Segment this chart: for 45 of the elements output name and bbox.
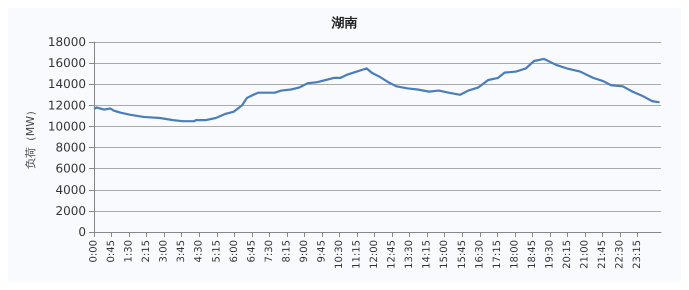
x-tick-label: 10:30: [334, 240, 346, 269]
x-tick-label: 3:00: [158, 240, 170, 262]
y-axis-title: 负荷（MW）: [24, 104, 37, 170]
y-tick-label: 8000: [55, 140, 86, 155]
x-tick-label: 16:30: [474, 240, 486, 269]
x-tick-label: 6:45: [246, 240, 258, 262]
line-series: [94, 58, 660, 122]
x-tick-label: 3:45: [176, 240, 188, 262]
x-tick-label: 21:00: [580, 240, 591, 269]
x-tick-label: 12:45: [386, 240, 398, 269]
x-tick-label: 9:00: [298, 240, 310, 262]
x-tick-label: 21:45: [597, 240, 608, 269]
x-tick-label: 22:30: [614, 240, 626, 269]
x-tick-label: 19:30: [544, 240, 556, 269]
x-tick-label: 18:00: [509, 240, 520, 269]
x-tick-label: 0:45: [106, 240, 118, 262]
y-tick-label: 12000: [48, 98, 86, 112]
x-tick-label: 12:00: [369, 240, 380, 269]
y-tick-label: 4000: [55, 182, 86, 197]
x-tick-label: 14:15: [422, 240, 433, 269]
x-tick-label: 1:30: [124, 240, 135, 262]
x-tick-label: 11:15: [352, 240, 363, 269]
x-tick-label: 9:45: [316, 240, 328, 262]
chart-title: 湖南: [330, 16, 358, 31]
y-tick-label: 16000: [48, 56, 86, 70]
x-tick-label: 18:45: [526, 240, 538, 269]
y-tick-label: 2000: [55, 204, 86, 218]
x-tick-label: 15:45: [456, 240, 468, 269]
x-tick-label: 5:15: [211, 240, 222, 262]
x-tick-label: 13:30: [404, 240, 416, 269]
x-tick-label: 4:30: [194, 240, 205, 262]
x-tick-label: 0:00: [88, 240, 100, 262]
y-tick-label: 10000: [48, 119, 86, 134]
x-tick-label: 7:30: [264, 240, 275, 262]
y-tick-label: 18000: [48, 35, 86, 49]
y-tick-label: 6000: [55, 162, 86, 176]
y-tick-label: 0: [78, 225, 86, 239]
x-tick-label: 17:15: [492, 240, 503, 269]
x-tick-label: 8:15: [281, 240, 292, 262]
x-tick-label: 23:15: [632, 240, 644, 269]
x-tick-label: 15:00: [439, 240, 450, 269]
x-tick-label: 20:15: [562, 240, 573, 269]
y-tick-label: 14000: [48, 77, 86, 92]
x-tick-label: 6:00: [228, 240, 240, 262]
x-tick-label: 2:15: [141, 240, 152, 262]
